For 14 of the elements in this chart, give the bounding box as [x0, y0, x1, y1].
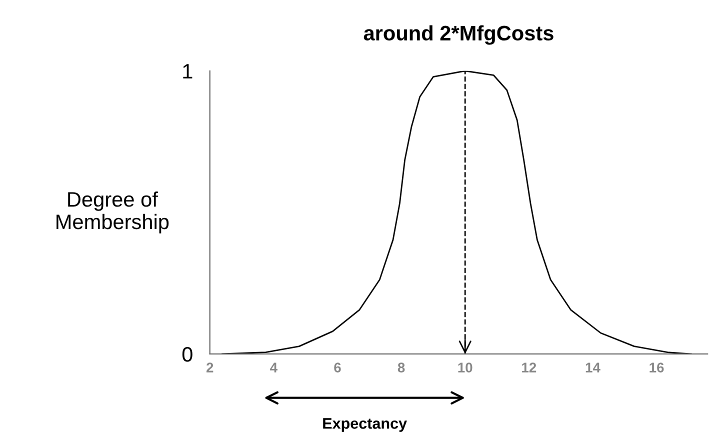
line-series	[222, 70, 692, 354]
chart-title: around 2*MfgCosts	[364, 25, 554, 45]
text: Expectancy	[323, 418, 407, 432]
y-axis-title: Degree of Membership	[56, 192, 169, 234]
x-tick-label: 6	[334, 362, 341, 372]
x-tick-label: 16	[650, 362, 664, 372]
y-tick-label: 0	[182, 346, 192, 362]
x-tick-label: 10	[458, 362, 472, 372]
x-tick-label: 14	[586, 362, 600, 372]
x-tick-label: 8	[398, 362, 405, 372]
x-tick-label: 2	[206, 362, 214, 372]
y-tick-label: 1	[183, 64, 192, 78]
x-tick-label: 12	[522, 362, 536, 372]
x-tick-label: 4	[270, 362, 278, 372]
